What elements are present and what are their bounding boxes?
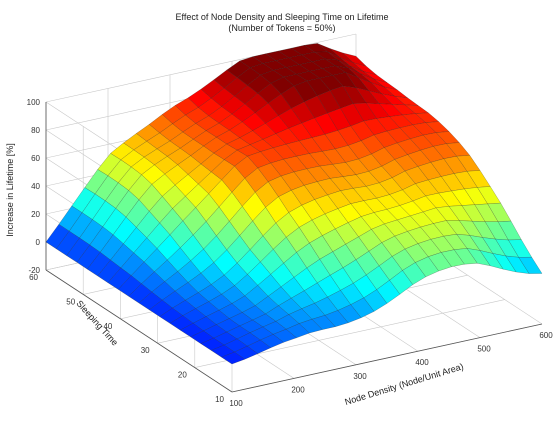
y-tick-label: 10	[215, 395, 224, 404]
x-tick-label: 500	[477, 345, 491, 354]
x-tick-label: 400	[415, 358, 429, 367]
x-axis-label: Node Density (Node/Unit Area)	[344, 361, 465, 407]
chart-title: Effect of Node Density and Sleeping Time…	[176, 12, 389, 22]
y-axis-line	[45, 269, 233, 393]
y-tick-label: 60	[29, 273, 38, 282]
y-tick-label: 20	[178, 371, 187, 380]
x-axis-line	[231, 323, 543, 393]
y-tick-label: 50	[66, 297, 75, 306]
tick-labels: -20 0 20 40 60 80 100 10 20 30 40 50 60 100 200 300 400 5…	[27, 98, 554, 408]
z-tick-label: 0	[36, 238, 41, 247]
surface	[45, 43, 543, 365]
y-tick-label: 40	[103, 322, 112, 331]
z-tick-label: 20	[31, 210, 40, 219]
z-tick-label: 40	[31, 182, 40, 191]
z-tick-label: 60	[31, 154, 40, 163]
z-tick-label: -20	[28, 266, 40, 275]
z-tick-label: 100	[27, 98, 41, 107]
z-tick-label: 80	[31, 126, 40, 135]
x-tick-label: 300	[353, 372, 367, 381]
x-tick-label: 100	[229, 399, 243, 408]
surface-patch	[518, 257, 543, 274]
x-tick-label: 200	[291, 385, 305, 394]
z-axis-label: Increase in Lifetime [%]	[5, 143, 15, 237]
y-tick-label: 30	[141, 346, 150, 355]
x-tick-label: 600	[539, 331, 553, 340]
chart-subtitle: (Number of Tokens = 50%)	[228, 23, 335, 33]
y-axis-label: Sleeping Time	[74, 298, 120, 347]
